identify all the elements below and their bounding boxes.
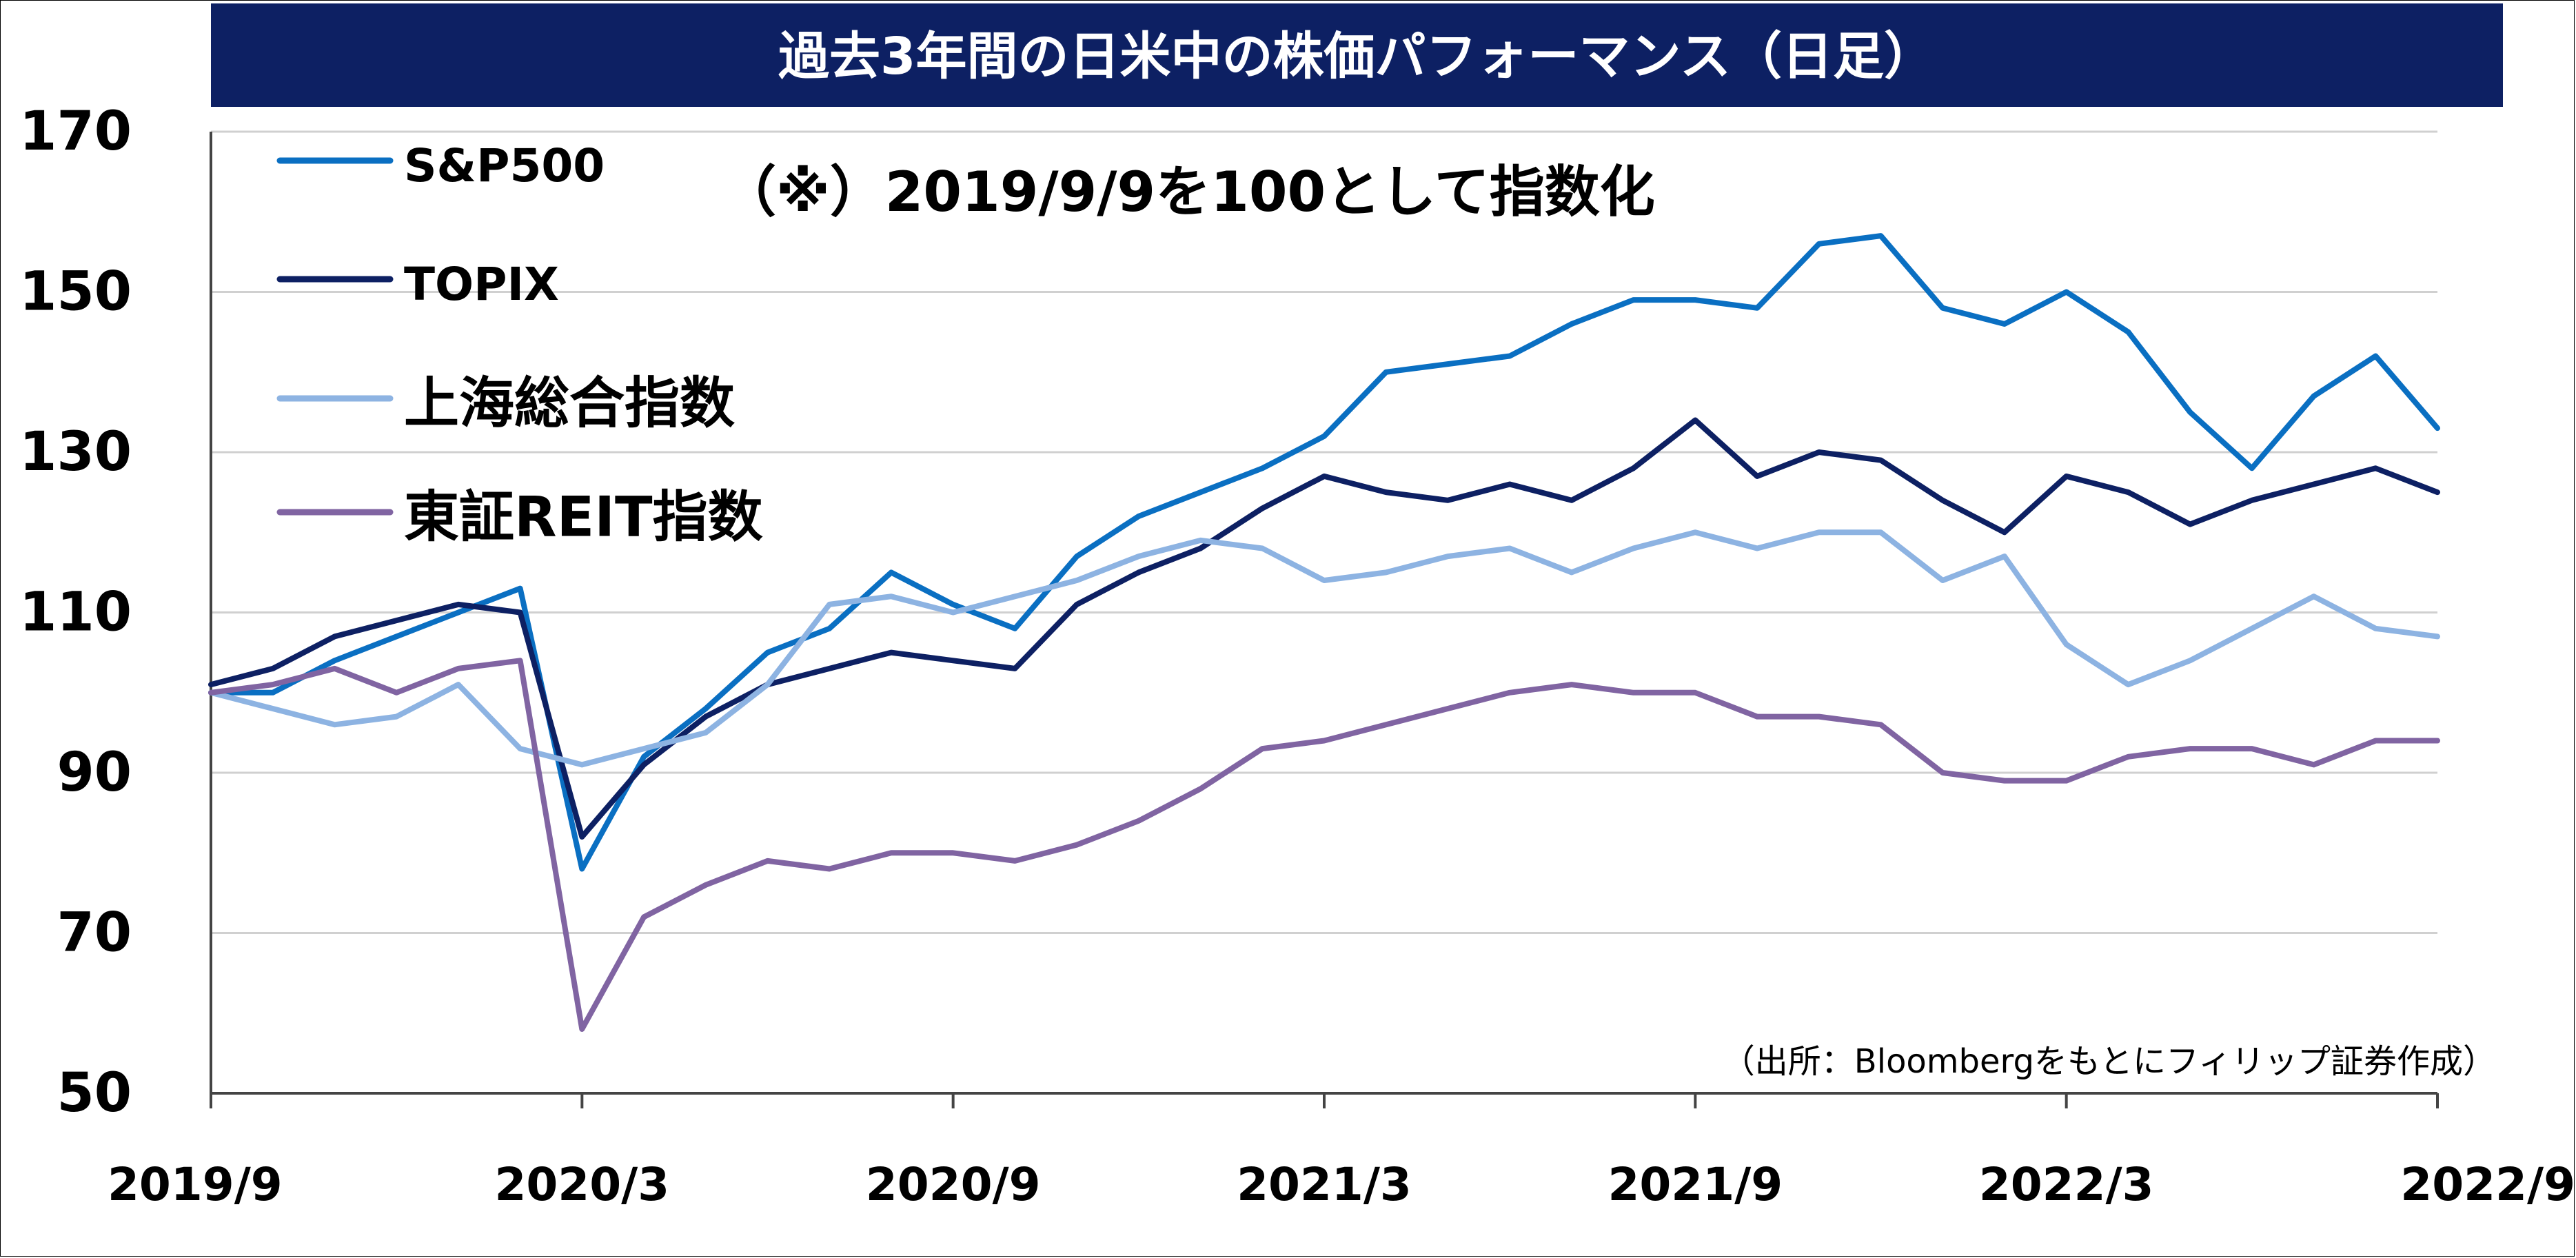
y-tick-label: 130 xyxy=(19,421,132,483)
series-line-3 xyxy=(208,658,2440,1032)
y-tick-label: 90 xyxy=(57,742,132,804)
chart-note: （※）2019/9/9を100として指数化 xyxy=(721,160,1655,224)
gridlines xyxy=(211,130,2437,934)
x-tick-label: 2021/3 xyxy=(1237,1158,1412,1211)
y-tick-label: 70 xyxy=(57,902,132,964)
chart-title: 過去3年間の日米中の株価パフォーマンス（日足） xyxy=(778,27,1935,86)
y-tick-label: 110 xyxy=(19,582,132,644)
y-tick-label: 150 xyxy=(19,261,132,323)
legend-label-0: S&P500 xyxy=(404,139,605,192)
y-tick-label: 50 xyxy=(57,1062,132,1124)
title-banner xyxy=(211,3,2503,107)
x-tick-label: 2022/9 xyxy=(2400,1158,2575,1211)
x-tick-label: 2020/3 xyxy=(494,1158,669,1211)
series-line-2 xyxy=(208,529,2440,768)
legend-label-2: 上海総合指数 xyxy=(404,371,735,435)
x-tick-label: 2019/9 xyxy=(108,1158,283,1211)
x-tick-label: 2022/3 xyxy=(1979,1158,2154,1211)
series-line-0 xyxy=(208,233,2440,872)
axes: 50 70 90 110 130 150 170 2019/9 2020/3 2020/9 2021… xyxy=(19,101,2575,1211)
x-tick-label: 2020/9 xyxy=(866,1158,1041,1211)
y-tick-label: 170 xyxy=(19,101,132,163)
legend-label-3: 東証REIT指数 xyxy=(404,485,763,549)
source-note: （出所：Bloombergをもとにフィリップ証券作成） xyxy=(1722,1042,2496,1081)
series-line-1 xyxy=(208,417,2440,840)
x-tick-label: 2021/9 xyxy=(1608,1158,1783,1211)
legend-label-1: TOPIX xyxy=(404,258,559,311)
series-lines xyxy=(208,233,2440,1032)
